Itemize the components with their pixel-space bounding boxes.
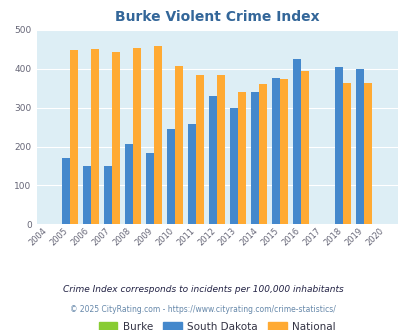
Bar — [146, 153, 154, 224]
Bar — [154, 47, 162, 224]
Text: © 2025 CityRating.com - https://www.cityrating.com/crime-statistics/: © 2025 CityRating.com - https://www.city… — [70, 305, 335, 314]
Bar — [279, 79, 288, 224]
Bar — [335, 67, 342, 224]
Bar — [167, 129, 175, 224]
Bar — [238, 92, 245, 224]
Bar — [62, 158, 70, 224]
Text: Crime Index corresponds to incidents per 100,000 inhabitants: Crime Index corresponds to incidents per… — [62, 285, 343, 294]
Bar — [196, 75, 204, 224]
Bar — [230, 108, 238, 224]
Bar — [272, 79, 279, 224]
Bar — [217, 75, 225, 224]
Bar — [125, 144, 133, 224]
Bar — [83, 166, 91, 224]
Bar — [363, 83, 371, 224]
Bar — [342, 83, 350, 224]
Bar — [104, 166, 112, 224]
Bar — [188, 124, 196, 224]
Bar — [112, 51, 120, 224]
Bar — [258, 84, 266, 224]
Bar — [251, 92, 258, 224]
Bar — [70, 50, 78, 224]
Bar — [133, 49, 141, 224]
Legend: Burke, South Dakota, National: Burke, South Dakota, National — [94, 317, 339, 330]
Bar — [175, 66, 183, 224]
Title: Burke Violent Crime Index: Burke Violent Crime Index — [115, 10, 319, 24]
Bar — [356, 69, 363, 224]
Bar — [91, 49, 99, 224]
Bar — [209, 96, 217, 224]
Bar — [301, 71, 309, 224]
Bar — [292, 59, 301, 224]
